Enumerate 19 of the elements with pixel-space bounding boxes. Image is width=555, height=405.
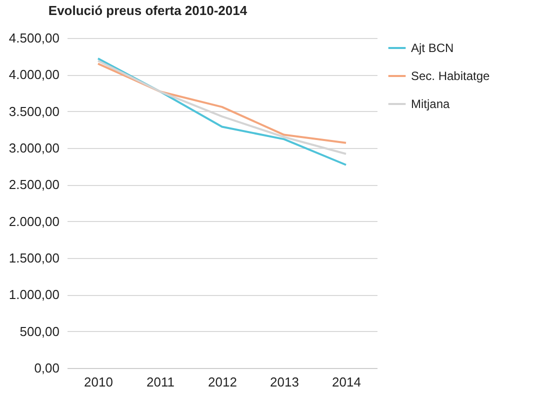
x-tick-label: 2012 (208, 374, 237, 390)
y-tick-label: 1.500,00 (8, 250, 60, 266)
chart-title: Evolució preus oferta 2010-2014 (48, 3, 248, 18)
y-tick-label: 2.500,00 (8, 177, 60, 192)
x-tick-label: 2014 (332, 374, 361, 390)
y-tick-label: 4.000,00 (8, 67, 60, 82)
y-tick-label: 1.000,00 (8, 287, 60, 302)
y-tick-label: 3.500,00 (8, 104, 60, 119)
x-tick-label: 2010 (84, 374, 113, 390)
x-tick-label: 2013 (270, 374, 299, 390)
legend-label: Ajt BCN (411, 41, 454, 55)
y-tick-label: 2.000,00 (8, 214, 60, 229)
y-tick-label: 500,00 (20, 324, 60, 339)
x-tick-label: 2011 (146, 374, 174, 390)
y-tick-label: 0,00 (34, 360, 60, 376)
legend-label: Sec. Habitatge (411, 69, 490, 83)
y-tick-label: 3.000,00 (8, 140, 60, 156)
y-tick-label: 4.500,00 (8, 30, 60, 46)
legend-label: Mitjana (411, 97, 450, 111)
